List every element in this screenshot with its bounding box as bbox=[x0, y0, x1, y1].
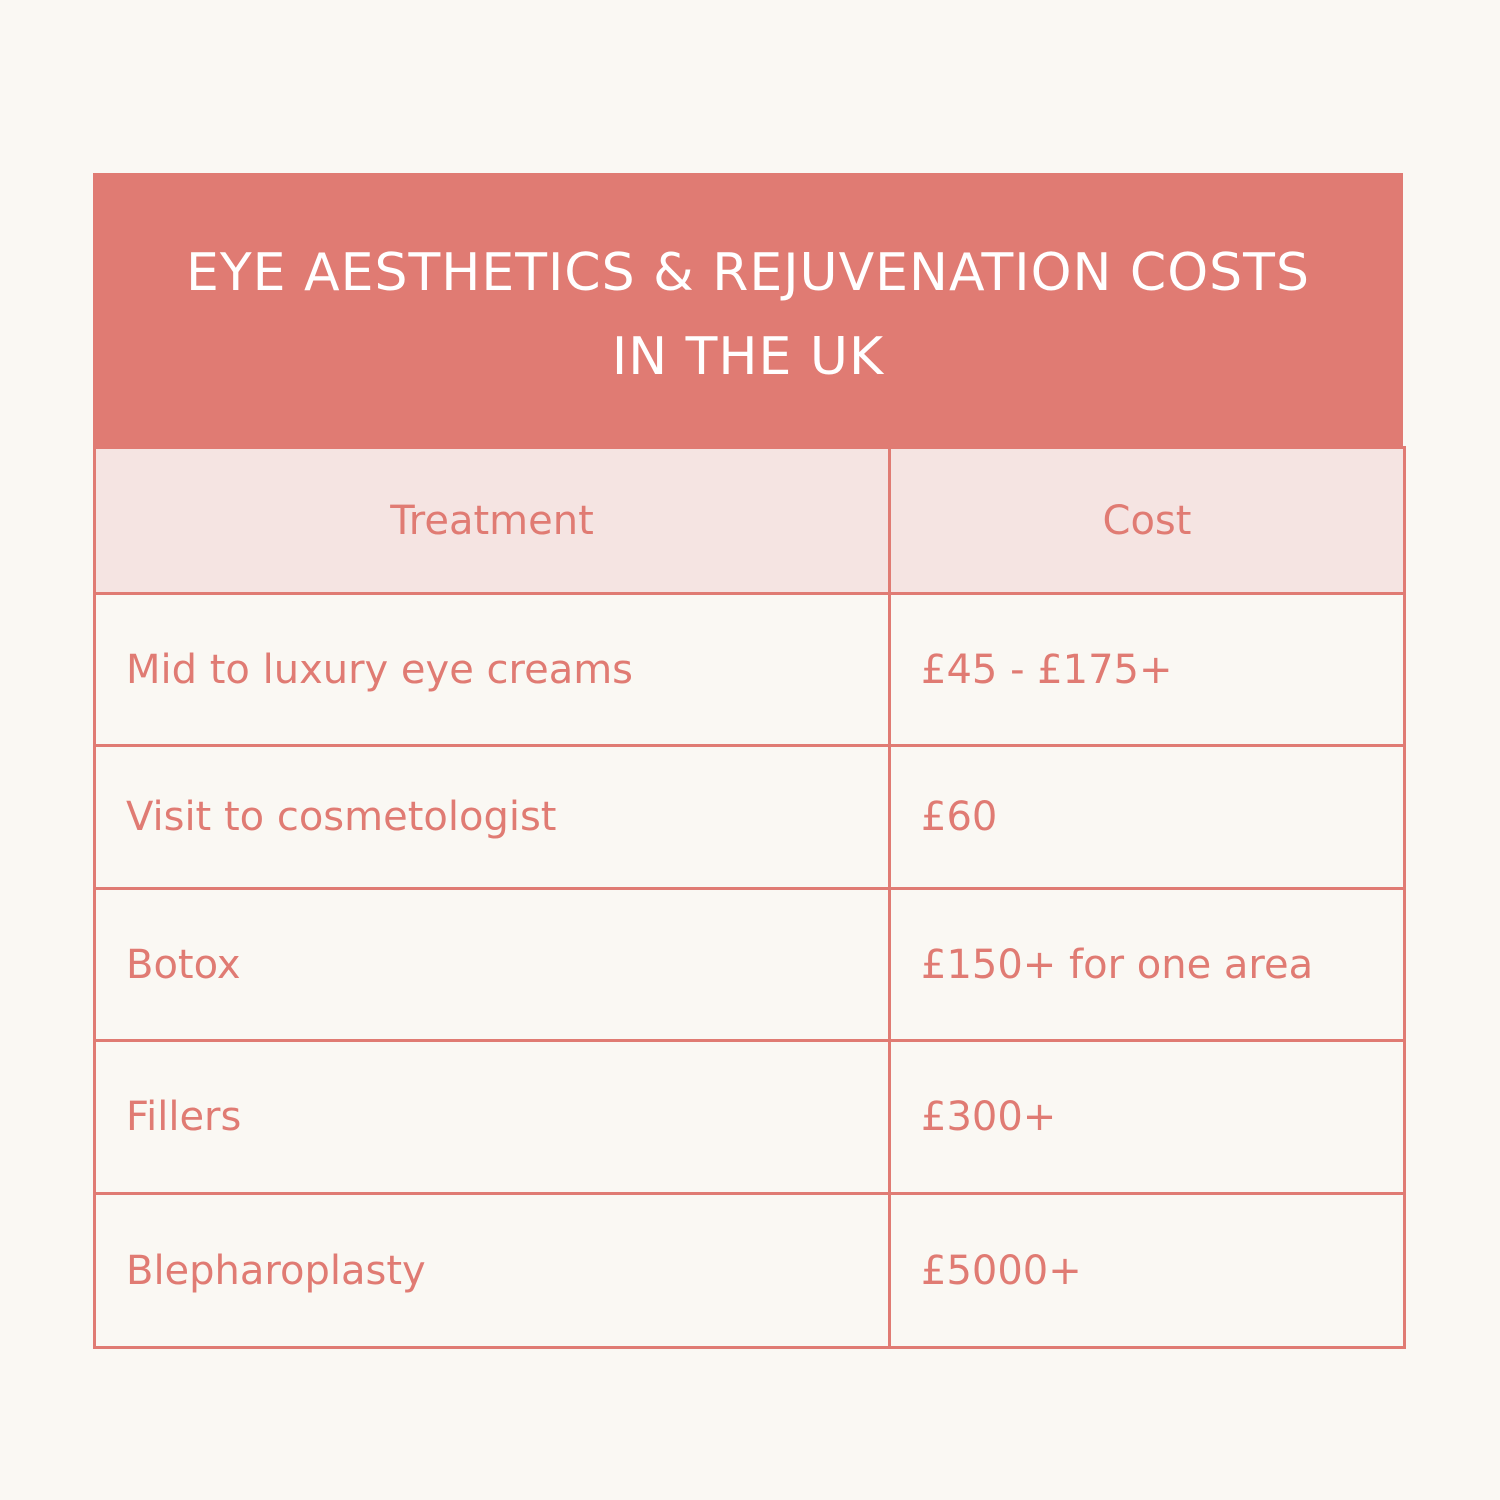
cost-cell: £45 - £175+ bbox=[888, 592, 1406, 747]
table-row: Visit to cosmetologist £60 bbox=[93, 744, 1406, 890]
table-row: Mid to luxury eye creams £45 - £175+ bbox=[93, 592, 1406, 747]
treatment-cell: Blepharoplasty bbox=[93, 1192, 891, 1349]
page-title: EYE AESTHETICS & REJUVENATION COSTS IN T… bbox=[186, 231, 1310, 399]
header-cost: Cost bbox=[888, 446, 1406, 595]
table-row: Botox £150+ for one area bbox=[93, 887, 1406, 1042]
treatment-cell: Visit to cosmetologist bbox=[93, 744, 891, 890]
cost-cell: £5000+ bbox=[888, 1192, 1406, 1349]
treatment-cell: Mid to luxury eye creams bbox=[93, 592, 891, 747]
title-banner: EYE AESTHETICS & REJUVENATION COSTS IN T… bbox=[93, 173, 1403, 446]
header-treatment: Treatment bbox=[93, 446, 891, 595]
cost-table: Treatment Cost Mid to luxury eye creams … bbox=[93, 446, 1406, 1349]
table-row: Fillers £300+ bbox=[93, 1039, 1406, 1195]
cost-table-card: EYE AESTHETICS & REJUVENATION COSTS IN T… bbox=[93, 173, 1406, 1349]
cost-cell: £150+ for one area bbox=[888, 887, 1406, 1042]
cost-cell: £300+ bbox=[888, 1039, 1406, 1195]
title-line-1: EYE AESTHETICS & REJUVENATION COSTS bbox=[186, 242, 1310, 303]
cost-cell: £60 bbox=[888, 744, 1406, 890]
table-row: Blepharoplasty £5000+ bbox=[93, 1192, 1406, 1349]
treatment-cell: Fillers bbox=[93, 1039, 891, 1195]
title-line-2: IN THE UK bbox=[611, 326, 885, 387]
table-header-row: Treatment Cost bbox=[93, 446, 1406, 595]
treatment-cell: Botox bbox=[93, 887, 891, 1042]
